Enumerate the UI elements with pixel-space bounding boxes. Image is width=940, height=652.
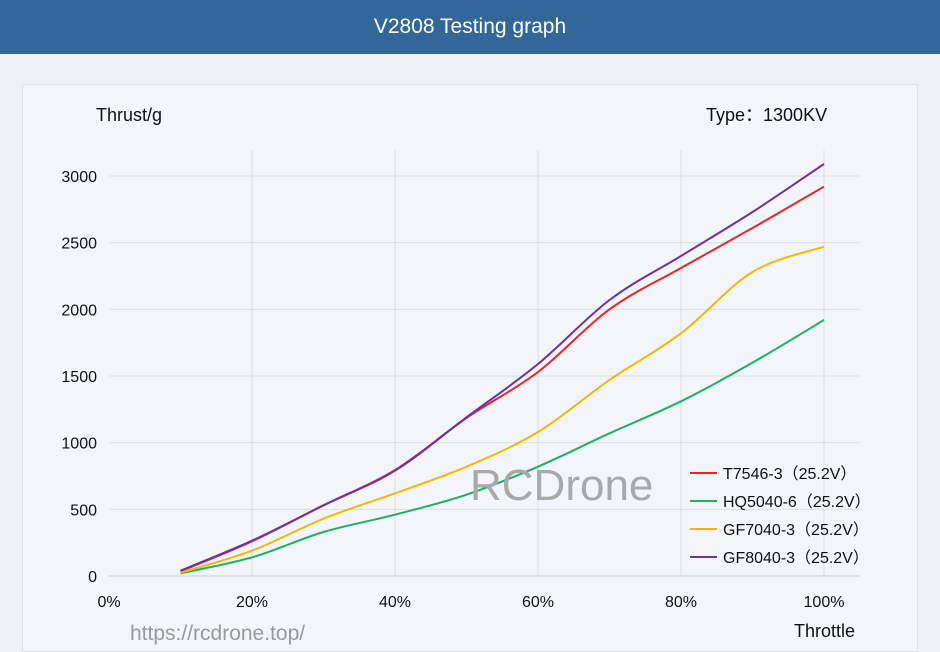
- x-tick-label: 0%: [97, 594, 120, 611]
- watermark-brand: RCDrone: [470, 461, 653, 510]
- series-line-1: [180, 185, 825, 573]
- series-line-3: [180, 245, 825, 574]
- chart-header: V2808 Testing graph: [0, 0, 940, 54]
- y-tick-label: 0: [88, 569, 97, 586]
- y-tick-label: 500: [70, 502, 97, 519]
- y-tick-label: 1500: [61, 369, 97, 386]
- x-tick-label: 80%: [665, 594, 697, 611]
- chart-title: V2808 Testing graph: [373, 15, 567, 38]
- type-annotation: Type：1300KV: [706, 105, 827, 125]
- x-tick-label: 60%: [522, 594, 554, 611]
- legend-label: T7546-3（25.2V）: [723, 465, 856, 483]
- legend-label: GF8040-3（25.2V）: [723, 549, 869, 567]
- x-tick-label: 20%: [236, 594, 268, 611]
- y-tick-label: 2500: [61, 236, 97, 253]
- y-tick-label: 3000: [61, 169, 97, 186]
- legend-label: HQ5040-6（25.2V）: [723, 493, 871, 511]
- series-line-4: [180, 163, 825, 572]
- x-axis-label: Throttle: [794, 621, 855, 641]
- y-tick-label: 2000: [61, 302, 97, 319]
- y-tick-label: 1000: [61, 436, 97, 453]
- legend-label: GF7040-3（25.2V）: [723, 521, 869, 539]
- chart-card: [22, 84, 918, 652]
- x-tick-label: 100%: [804, 594, 845, 611]
- x-tick-label: 40%: [379, 594, 411, 611]
- series-line-2: [180, 319, 825, 575]
- y-axis-label: Thrust/g: [96, 105, 162, 125]
- watermark-url: https://rcdrone.top/: [130, 622, 305, 645]
